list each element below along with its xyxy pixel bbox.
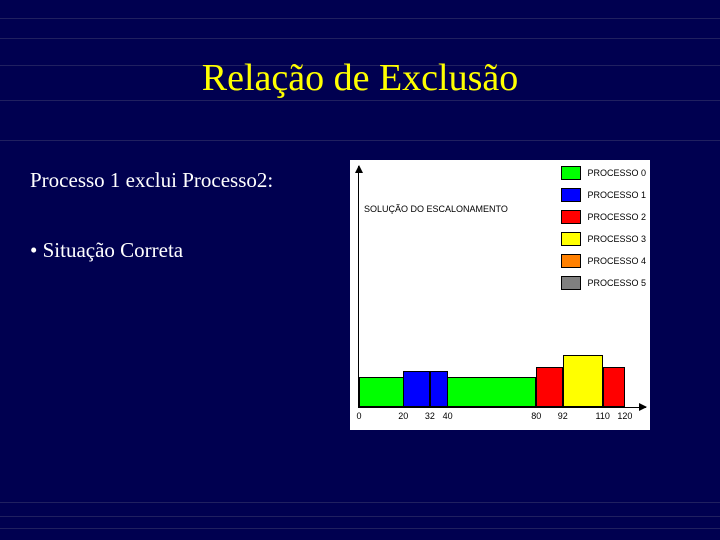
decorative-stripe (0, 140, 720, 141)
chart-bar (563, 355, 603, 407)
scheduling-chart: SOLUÇÃO DO ESCALONAMENTO PROCESSO 0PROCE… (350, 160, 650, 430)
page-title: Relação de Exclusão (0, 0, 720, 100)
decorative-stripe (0, 528, 720, 529)
x-tick-label: 40 (443, 411, 453, 421)
x-tick-label: 0 (356, 411, 361, 421)
x-tick-label: 20 (398, 411, 408, 421)
chart-bar (403, 371, 430, 407)
x-tick-label: 92 (558, 411, 568, 421)
decorative-stripe (0, 100, 720, 101)
y-axis-arrow-icon (355, 165, 363, 173)
text-line-1: Processo 1 exclui Processo2: (30, 168, 273, 193)
x-tick-label: 32 (425, 411, 435, 421)
chart-plot-area: 02032408092110120 (358, 166, 646, 408)
decorative-stripe (0, 502, 720, 503)
text-line-2: • Situação Correta (30, 238, 183, 263)
chart-bar (536, 367, 563, 407)
x-tick-label: 80 (531, 411, 541, 421)
x-axis-arrow-icon (639, 403, 647, 411)
chart-bar (430, 371, 448, 407)
chart-bar (359, 377, 536, 407)
x-tick-label: 120 (617, 411, 632, 421)
decorative-stripe (0, 516, 720, 517)
chart-bar (603, 367, 625, 407)
x-tick-label: 110 (596, 411, 610, 421)
